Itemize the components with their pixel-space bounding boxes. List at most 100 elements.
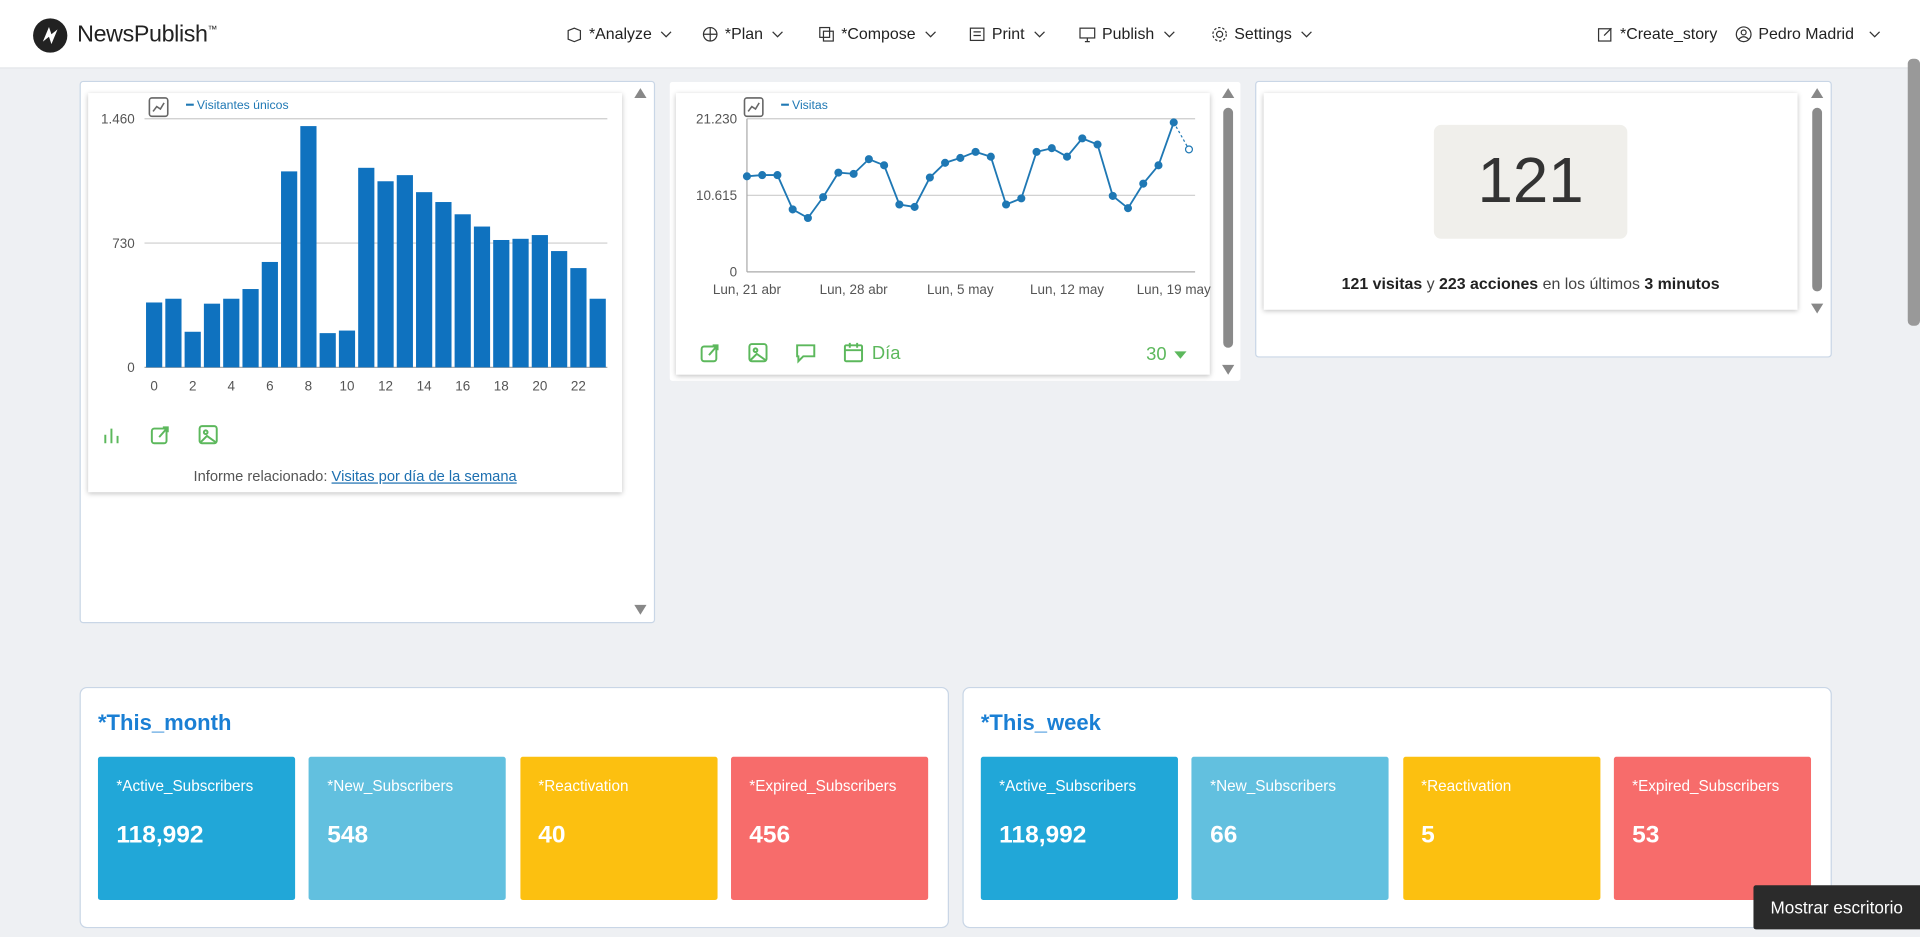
point: [1047, 144, 1056, 153]
chart-type-icon: [747, 102, 760, 112]
period-label: Día: [871, 342, 901, 364]
x-tick-label: 18: [494, 379, 509, 394]
y-tick-label: 21.230: [696, 112, 737, 127]
stat-card[interactable]: *Expired_Subscribers 456: [730, 756, 929, 901]
point: [803, 213, 812, 223]
x-tick-label: Lun, 21 abr: [713, 282, 782, 297]
point: [758, 171, 767, 180]
stat-value: 53: [1632, 821, 1660, 849]
point: [956, 153, 965, 162]
legend: ━ Visitantes únicos: [186, 99, 289, 113]
x-tick-label: Lun, 28 abr: [820, 282, 889, 297]
image-icon[interactable]: [747, 342, 769, 364]
legend-label: Visitas: [792, 99, 828, 113]
stat-value: 66: [1210, 821, 1238, 849]
nav-item[interactable]: *Analyze: [566, 24, 675, 43]
stat-card[interactable]: *Expired_Subscribers 53: [1613, 756, 1811, 901]
related-label: Informe relacionado:: [193, 467, 328, 485]
export-icon[interactable]: [149, 424, 171, 446]
user-name: Pedro Madrid: [1758, 24, 1854, 43]
header: NewsPublish™ *Analyze *Plan *Compose Pri…: [0, 0, 1920, 69]
point: [788, 205, 797, 214]
summary-actions: 223 acciones: [1439, 274, 1539, 293]
block-title: *This_month: [97, 710, 232, 735]
stat-card[interactable]: *New_Subscribers 66: [1191, 756, 1389, 901]
point: [1154, 161, 1163, 170]
range-picker[interactable]: 30: [1146, 344, 1187, 365]
nav-label: Publish: [1102, 24, 1155, 43]
x-tick-label: Lun, 12 may: [1030, 282, 1104, 297]
nav-label: *Compose: [841, 24, 916, 43]
stat-label: *New_Subscribers: [1210, 777, 1337, 795]
y-tick-label: 1.460: [101, 112, 135, 127]
chart-type-icon: [148, 97, 169, 118]
stat-card[interactable]: *Active_Subscribers 118,992: [980, 756, 1178, 901]
stat-card[interactable]: *Reactivation 40: [519, 756, 718, 901]
bar: [377, 181, 394, 368]
create-story[interactable]: *Create_story: [1597, 24, 1717, 43]
bar: [570, 268, 587, 368]
stat-value: 548: [327, 821, 369, 849]
x-tick-label: 22: [571, 379, 586, 394]
bar: [454, 214, 471, 368]
stat-label: *Reactivation: [1421, 777, 1512, 795]
nav-item[interactable]: Settings: [1211, 24, 1315, 43]
nav-item[interactable]: *Plan: [702, 24, 787, 43]
point: [986, 152, 995, 161]
user-menu[interactable]: Pedro Madrid: [1735, 24, 1883, 43]
bar: [589, 298, 606, 368]
bar: [473, 226, 491, 368]
bar: [242, 289, 259, 368]
logo-icon: [33, 18, 68, 53]
point: [773, 171, 782, 180]
point: [1184, 145, 1194, 154]
stat-label: *Expired_Subscribers: [1632, 777, 1780, 795]
point: [1017, 194, 1026, 203]
stat-card[interactable]: *New_Subscribers 548: [308, 756, 507, 901]
range-label: 30: [1146, 344, 1167, 365]
scroll-thumb[interactable]: [1223, 107, 1234, 348]
bar: [531, 235, 548, 368]
related-link[interactable]: Visitas por día de la semana: [331, 467, 517, 485]
legend-label: Visitantes únicos: [196, 99, 289, 113]
nav-item[interactable]: Print: [969, 24, 1048, 43]
point: [925, 173, 934, 182]
image-icon[interactable]: [197, 424, 219, 446]
point: [971, 147, 980, 156]
chart-type-icon: [152, 102, 165, 112]
scroll-thumb[interactable]: [1812, 107, 1823, 292]
x-tick-label: 14: [417, 379, 432, 394]
stat-card[interactable]: *Reactivation 5: [1402, 756, 1600, 901]
point: [1169, 118, 1178, 127]
point: [864, 155, 873, 164]
x-tick-label: 10: [340, 379, 355, 394]
summary-text: en los últimos: [1542, 274, 1640, 293]
logo-text: NewsPublish: [77, 22, 208, 48]
point: [1032, 147, 1041, 156]
x-tick-label: Lun, 19 may: [1137, 282, 1211, 297]
widget-card: [675, 93, 1210, 375]
x-tick-label: 4: [228, 379, 236, 394]
stat-card[interactable]: *Active_Subscribers 118,992: [97, 756, 296, 901]
stat-value: 40: [538, 821, 566, 849]
bar: [493, 239, 510, 368]
export-icon[interactable]: [699, 342, 721, 364]
nav-item[interactable]: *Compose: [818, 24, 939, 43]
stat-label: *New_Subscribers: [327, 777, 454, 795]
bar: [338, 330, 356, 368]
bar: [551, 251, 568, 368]
summary-minutes: 3 minutos: [1644, 274, 1720, 293]
chart-icon[interactable]: [102, 424, 124, 446]
stat-label: *Expired_Subscribers: [749, 777, 897, 795]
page-scroll-thumb[interactable]: [1907, 58, 1920, 326]
point: [819, 193, 828, 202]
nav-item[interactable]: Publish: [1079, 24, 1178, 43]
y-tick-label: 730: [112, 236, 134, 251]
stat-value: 456: [749, 821, 791, 849]
bar: [416, 192, 433, 368]
logo[interactable]: NewsPublish™: [77, 22, 217, 49]
period-picker[interactable]: Día: [842, 342, 900, 364]
comment-icon[interactable]: [795, 342, 817, 364]
